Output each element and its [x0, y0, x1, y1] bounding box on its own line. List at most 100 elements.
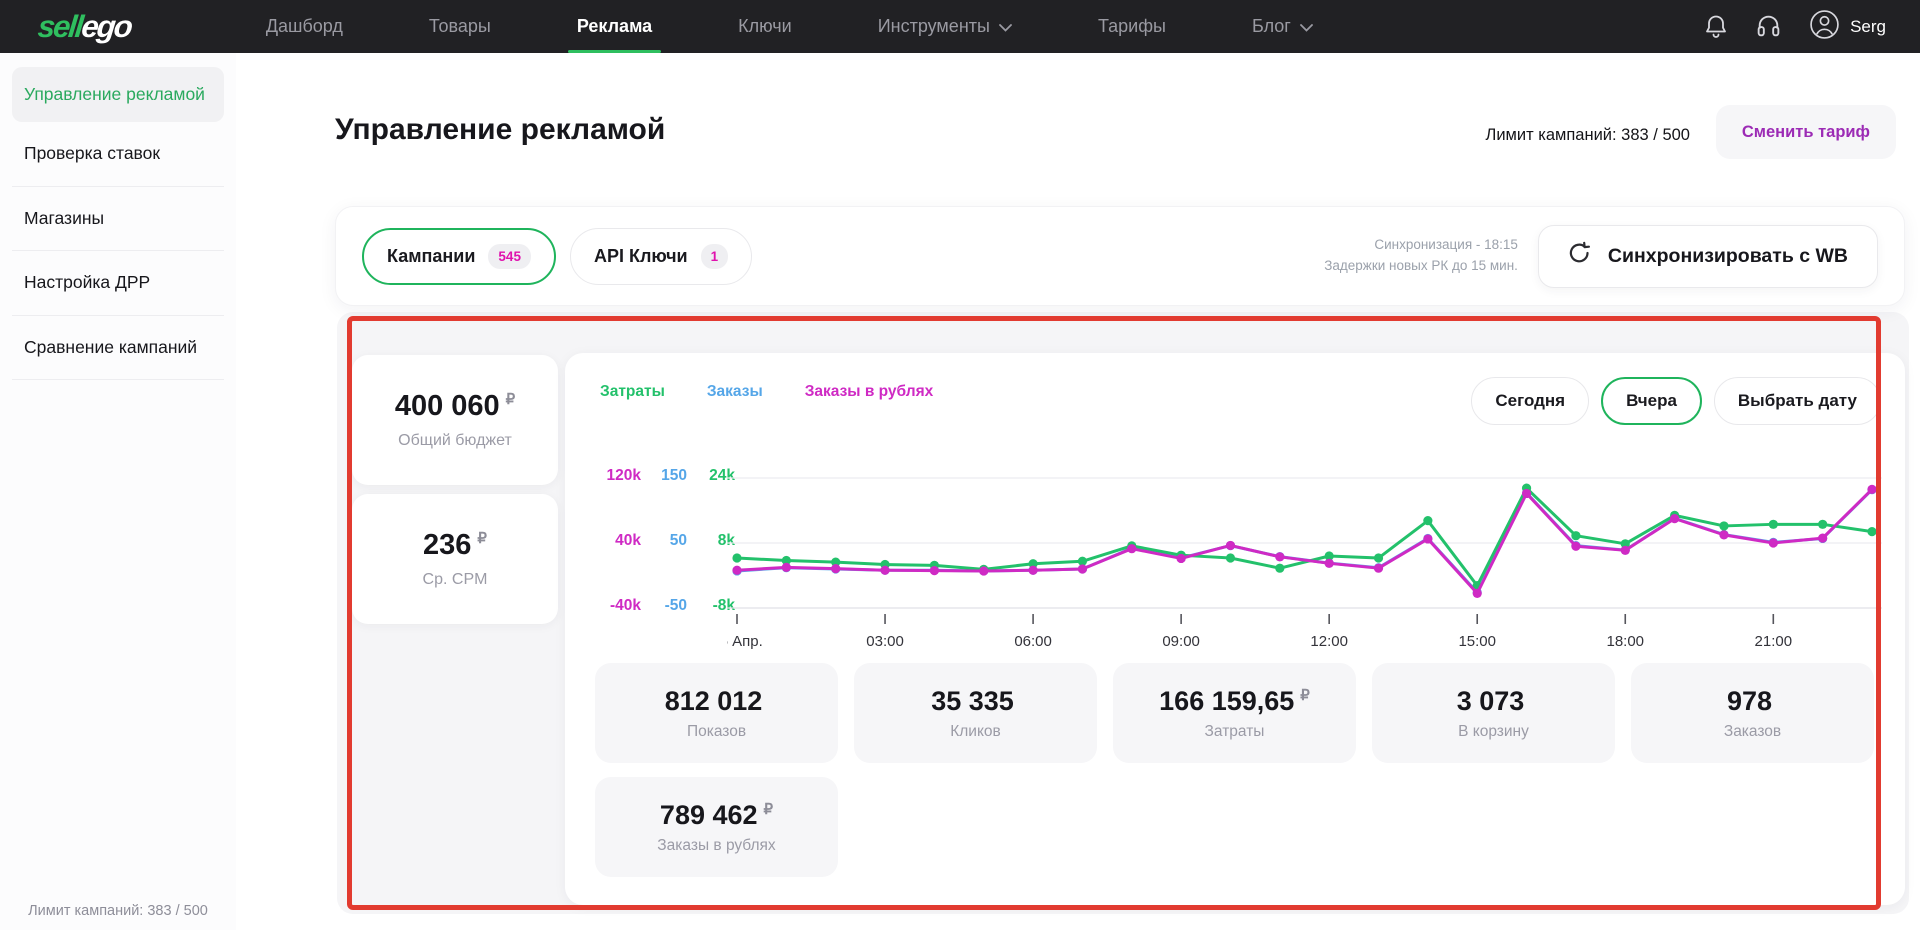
total-budget-card: 400 060 ₽ Общий бюджет — [352, 355, 558, 485]
sellego-logo[interactable]: sellego — [36, 9, 133, 45]
nav-item-tariffs[interactable]: Тарифы — [1055, 0, 1209, 53]
sidebar-item-campaign-comparison[interactable]: Сравнение кампаний — [12, 316, 224, 380]
logo-sell: sell — [36, 8, 84, 44]
sync-time: Синхронизация - 18:15 — [1374, 237, 1518, 253]
nav-item-label: Инструменты — [877, 16, 990, 36]
svg-text:21:00: 21:00 — [1755, 633, 1793, 650]
sidebar-item-shops[interactable]: Магазины — [12, 187, 224, 252]
y-tick-costs-mid: 8k — [717, 532, 735, 549]
sync-delay-note: Задержки новых РК до 15 мин. — [1324, 258, 1518, 273]
ruble-sign: ₽ — [1300, 686, 1310, 704]
legend-costs[interactable]: Затраты — [600, 383, 665, 400]
sidebar: Управление рекламой Проверка ставок Мага… — [0, 53, 236, 930]
nav-item-blog[interactable]: Блог — [1209, 0, 1356, 53]
date-filter-pick-date[interactable]: Выбрать дату — [1713, 377, 1881, 425]
tab-label: API Ключи — [593, 245, 688, 266]
chart-legend: Затраты Заказы Заказы в рублях — [600, 383, 933, 401]
avg-cpm-label: Ср. CPM — [422, 571, 488, 588]
svg-text:15 Апр.: 15 Апр. — [727, 633, 763, 650]
line-chart: 15 Апр. 03:00 06:00 09:00 12:00 15:00 18:00 21:… — [727, 477, 1882, 650]
stat-label: Показов — [686, 722, 747, 740]
nav-item-label: Товары — [428, 16, 491, 36]
sync-wb-button[interactable]: Синхронизировать с WB — [1537, 224, 1878, 288]
svg-text:12:00: 12:00 — [1310, 633, 1348, 650]
main-content: Управление рекламой Лимит кампаний: 383 … — [236, 53, 1920, 930]
avatar — [1809, 9, 1840, 45]
y-tick-orders-min: -50 — [664, 597, 687, 614]
stat-label: Затраты — [1204, 722, 1265, 740]
stat-costs: 166 159,65 ₽ Затраты — [1113, 663, 1356, 763]
chart-card: Затраты Заказы Заказы в рублях Сегодня В… — [565, 353, 1905, 905]
change-tariff-button[interactable]: Сменить тариф — [1715, 105, 1896, 159]
nav-item-tools[interactable]: Инструменты — [835, 0, 1055, 53]
stat-label: Кликов — [950, 722, 1001, 740]
stat-add-to-cart: 3 073 В корзину — [1372, 663, 1615, 763]
stat-label: В корзину — [1458, 722, 1529, 740]
api-keys-count-badge: 1 — [700, 243, 729, 269]
date-filters: Сегодня Вчера Выбрать дату — [1471, 377, 1881, 425]
stat-label: Заказов — [1723, 722, 1782, 740]
top-nav: sellego Дашборд Товары Реклама Ключи Инс… — [0, 0, 1920, 53]
ruble-sign: ₽ — [505, 391, 516, 409]
stat-orders-rub: 789 462 ₽ Заказы в рублях — [595, 777, 838, 877]
logo-ego: ego — [79, 8, 133, 44]
svg-text:06:00: 06:00 — [1014, 633, 1052, 650]
avg-cpm-card: 236 ₽ Ср. CPM — [352, 494, 558, 624]
chevron-down-icon — [999, 16, 1012, 37]
total-budget-label: Общий бюджет — [398, 432, 512, 449]
y-tick-orders-mid: 50 — [669, 532, 687, 549]
sidebar-campaign-limit: Лимит кампаний: 383 / 500 — [28, 902, 208, 919]
y-tick-orders-max: 150 — [661, 467, 687, 484]
tab-api-keys[interactable]: API Ключи 1 — [569, 227, 753, 285]
avg-cpm-value: 236 ₽ — [423, 529, 487, 561]
svg-text:18:00: 18:00 — [1606, 633, 1644, 650]
nav-item-label: Ключи — [738, 16, 792, 36]
y-tick-orders-rub-max: 120k — [606, 467, 641, 484]
stat-orders: 978 Заказов — [1631, 663, 1874, 763]
sync-wb-label: Синхронизировать с WB — [1607, 244, 1848, 267]
legend-orders[interactable]: Заказы — [706, 383, 763, 400]
svg-text:09:00: 09:00 — [1162, 633, 1200, 650]
tab-label: Кампании — [387, 245, 476, 266]
svg-text:03:00: 03:00 — [866, 633, 904, 650]
nav-item-dashboard[interactable]: Дашборд — [223, 0, 386, 53]
support-headset-icon[interactable] — [1755, 13, 1782, 40]
nav-item-label: Реклама — [576, 16, 653, 36]
total-budget-value: 400 060 ₽ — [394, 390, 516, 422]
date-filter-today[interactable]: Сегодня — [1471, 377, 1590, 425]
campaign-limit-label: Лимит кампаний: 383 / 500 — [1485, 126, 1691, 144]
stat-clicks: 35 335 Кликов — [854, 663, 1097, 763]
nav-item-label: Блог — [1251, 16, 1291, 36]
svg-text:15:00: 15:00 — [1458, 633, 1496, 650]
sidebar-item-bid-check[interactable]: Проверка ставок — [12, 122, 224, 187]
sync-info: Синхронизация - 18:15 Задержки новых РК … — [1324, 235, 1518, 277]
nav-item-ads[interactable]: Реклама — [534, 0, 695, 53]
stats-row-1: 812 012 Показов 35 335 Кликов 166 159,65… — [595, 663, 1874, 763]
y-tick-costs-max: 24k — [709, 467, 735, 484]
refresh-icon — [1568, 241, 1591, 271]
ruble-sign: ₽ — [763, 800, 774, 818]
chevron-down-icon — [1299, 16, 1313, 37]
sidebar-item-ads-management[interactable]: Управление рекламой — [12, 67, 224, 123]
y-tick-costs-min: -8k — [712, 597, 735, 614]
ruble-sign: ₽ — [477, 530, 487, 548]
nav-item-products[interactable]: Товары — [386, 0, 534, 53]
legend-orders-rub[interactable]: Заказы в рублях — [804, 383, 934, 400]
stat-label: Заказы в рублях — [657, 836, 776, 854]
nav-right: Serg — [1704, 9, 1886, 45]
campaigns-count-badge: 545 — [488, 243, 531, 269]
user-menu[interactable]: Serg — [1809, 9, 1886, 45]
tabs-bar: Кампании 545 API Ключи 1 Синхронизация -… — [335, 206, 1905, 306]
date-filter-yesterday[interactable]: Вчера — [1601, 377, 1702, 425]
nav-item-keys[interactable]: Ключи — [695, 0, 835, 53]
page-title: Управление рекламой — [335, 113, 666, 146]
nav-menu: Дашборд Товары Реклама Ключи Инструменты… — [223, 0, 1356, 53]
sidebar-item-drr-settings[interactable]: Настройка ДРР — [12, 251, 224, 316]
bell-icon[interactable] — [1704, 13, 1728, 40]
y-tick-orders-rub-mid: 40k — [615, 532, 641, 549]
y-tick-orders-rub-min: -40k — [609, 597, 641, 614]
user-name: Serg — [1850, 16, 1886, 36]
tab-campaigns[interactable]: Кампании 545 — [362, 227, 556, 285]
nav-item-label: Тарифы — [1097, 16, 1166, 36]
nav-item-label: Дашборд — [265, 16, 343, 36]
